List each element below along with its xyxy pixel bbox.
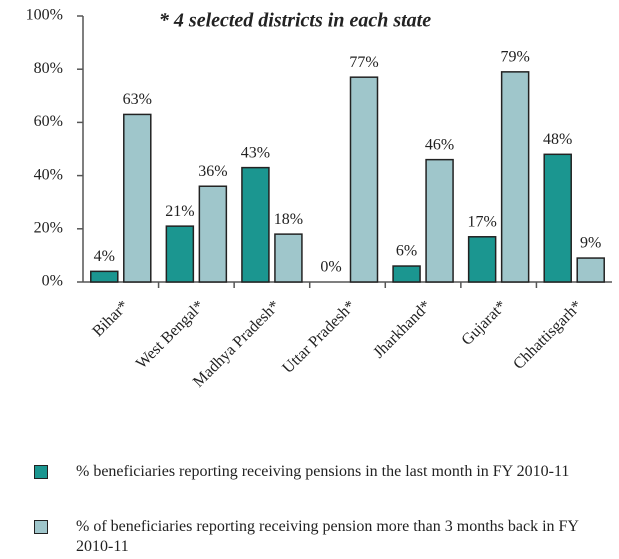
value-label: 77% <box>349 54 378 71</box>
y-tick-label: 60% <box>34 113 63 130</box>
chart: * 4 selected districts in each state 0% 2… <box>26 7 612 391</box>
value-label: 21% <box>165 203 194 220</box>
bar <box>543 153 572 283</box>
value-label: 9% <box>580 235 601 252</box>
y-tick-label: 40% <box>34 166 63 183</box>
legend-label: % of beneficiaries reporting receiving p… <box>76 518 579 555</box>
value-label: 0% <box>320 259 341 276</box>
x-tick-label: Uttar Pradesh* <box>279 297 359 377</box>
bar <box>165 225 195 283</box>
bar <box>576 257 605 283</box>
value-label: 18% <box>274 211 303 228</box>
x-tick-label: Bihar* <box>89 297 132 340</box>
x-tick-label: Chhattisgarh* <box>510 297 585 372</box>
value-label: 36% <box>198 163 227 180</box>
y-tick-label: 0% <box>42 273 63 290</box>
bar <box>123 113 152 283</box>
legend-item: % beneficiaries reporting receiving pens… <box>34 462 619 482</box>
value-label: 63% <box>123 91 152 108</box>
y-tick-label: 20% <box>34 219 63 236</box>
bar <box>241 166 270 283</box>
value-label: 79% <box>500 49 529 66</box>
bar <box>425 158 454 283</box>
x-tick-label: Gujarat* <box>458 297 510 349</box>
legend-label: % beneficiaries reporting receiving pens… <box>76 463 570 480</box>
bar <box>349 76 379 283</box>
x-tick-label: Jharkhand* <box>370 297 434 361</box>
x-tick-label: West Bengal* <box>133 297 208 372</box>
y-tick-label: 80% <box>34 60 63 77</box>
bar <box>90 270 119 283</box>
value-label: 4% <box>94 248 115 265</box>
legend-item: % of beneficiaries reporting receiving p… <box>34 517 619 557</box>
value-label: 46% <box>425 136 454 153</box>
value-label: 48% <box>543 131 572 148</box>
y-tick-label: 100% <box>26 7 63 24</box>
bar <box>392 265 421 283</box>
annotation: * 4 selected districts in each state <box>159 10 431 32</box>
legend-swatch <box>34 520 48 534</box>
value-label: 17% <box>467 213 496 230</box>
bar <box>274 233 303 283</box>
legend-swatch <box>34 465 48 479</box>
bar <box>500 71 530 283</box>
value-label: 43% <box>241 144 270 161</box>
bar <box>198 185 228 283</box>
bar <box>467 236 497 283</box>
value-label: 6% <box>396 243 417 260</box>
